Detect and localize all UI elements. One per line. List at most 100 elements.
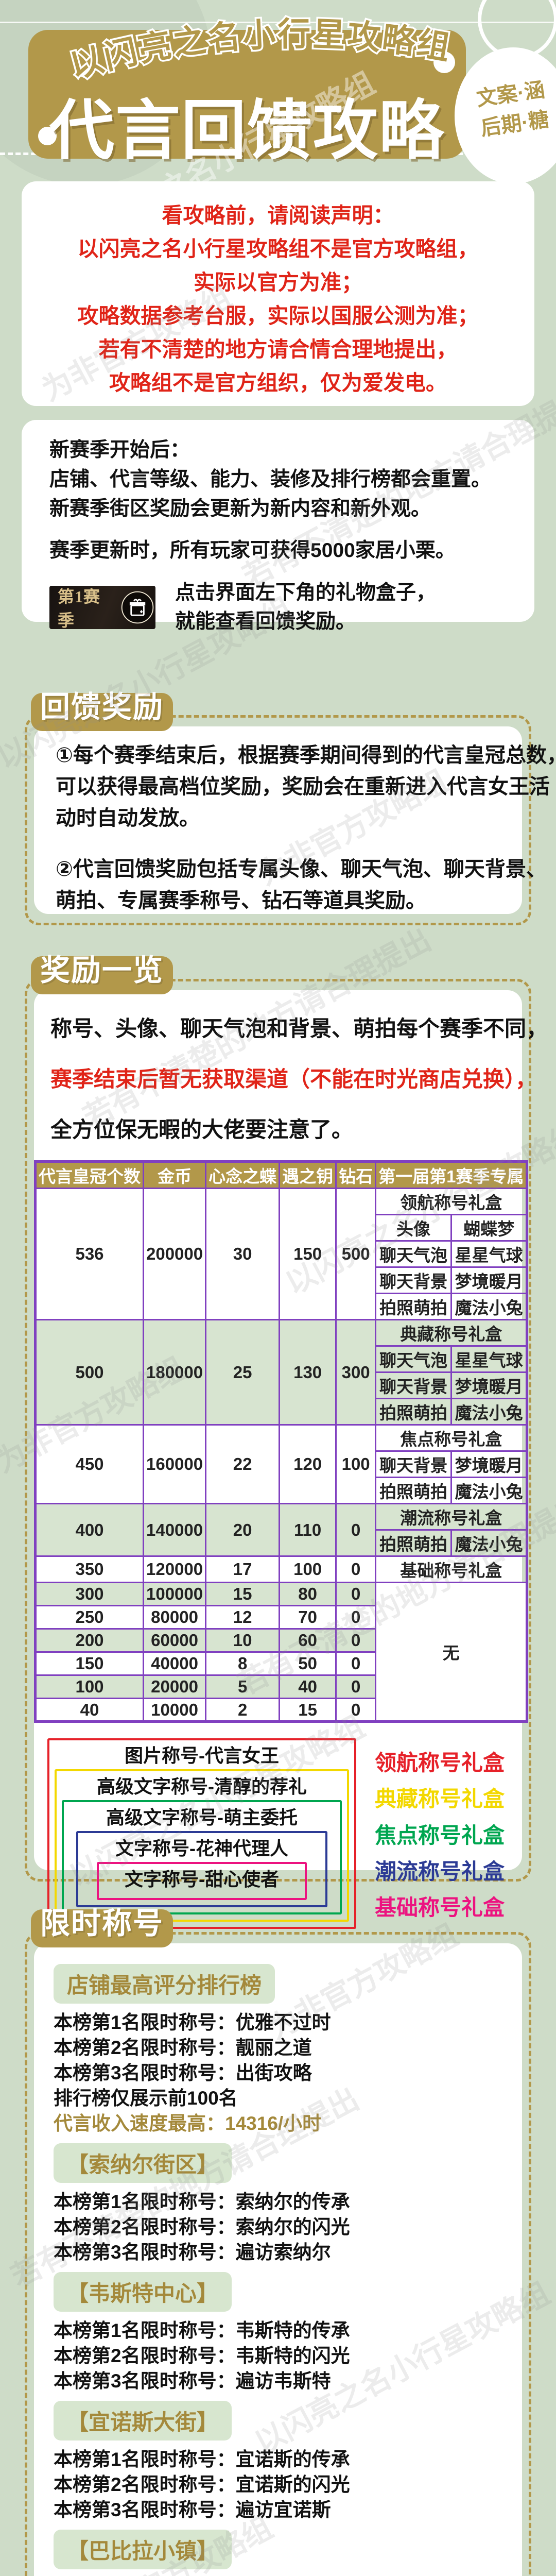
col-season-exclusive: 第一届第1赛季专属 (375, 1161, 528, 1189)
disclaimer-line: 看攻略前，请阅读声明： (162, 204, 394, 227)
season-line: 店铺、代言等级、能力、装修及排行榜都会重置。 (49, 468, 492, 490)
decor-hole-circle-right (433, 52, 455, 73)
section1-line: ①每个赛季结束后，根据赛季期间得到的代言皇冠总数， (56, 744, 556, 767)
legend-box-collection: 高级文字称号-清醇的荐礼 高级文字称号-萌主委托 文字称号-花神代理人 文字称号… (55, 1769, 349, 1922)
disclaimer-line: 攻略组不是官方组织，仅为爱发电。 (109, 371, 447, 395)
legend-name: 典藏称号礼盒 (375, 1787, 505, 1811)
gift-caption-line: 点击界面左下角的礼物盒子， (175, 582, 437, 604)
disclaimer-line: 攻略数据参考台服，实际以国服公测为准； (77, 304, 479, 328)
season-line: 新赛季开始后： (49, 439, 190, 461)
page-title: 代言回馈攻略 (49, 94, 445, 167)
table-row: 450 160000 22 120 100 焦点称号礼盒 (34, 1424, 528, 1504)
credits-ellipse: 文案·涵 后期·糖 (455, 47, 556, 184)
legend-name: 领航称号礼盒 (375, 1751, 505, 1775)
gift-box-row: 第1赛季 点击界面左下角的礼物盒子， 就能查看回馈奖励。 (49, 579, 534, 636)
title-line: 本榜第2名限时称号：索纳尔的闪光 (54, 2216, 350, 2238)
table-row: 300 100000 15 80 0 无 (34, 1582, 528, 1722)
gift-icon (121, 591, 154, 624)
col-crowns: 代言皇冠个数 (34, 1161, 144, 1189)
title-line: 本榜第3名限时称号：遍访宜诺斯 (54, 2499, 331, 2520)
legend-name: 焦点称号礼盒 (375, 1823, 505, 1848)
rewards-intro-line: 称号、头像、聊天气泡和背景、萌拍每个赛季不同， (50, 1016, 548, 1041)
title-line: 本榜第1名限时称号：优雅不过时 (54, 2012, 331, 2033)
disclaimer-card: 看攻略前，请阅读声明： 以闪亮之名小行星攻略组不是官方攻略组， 实际以官方为准；… (22, 181, 534, 406)
table-row: 350 120000 17 100 0 基础称号礼盒 (34, 1555, 528, 1583)
title-line: 本榜第3名限时称号：遍访韦斯特 (54, 2370, 331, 2392)
ranking-chip-enos: 【宜诺斯大街】 (54, 2401, 232, 2441)
rewards-intro-warning: 赛季结束后暂无获取渠道（不能在时光商店兑换）， (50, 1067, 537, 1091)
header-gold-panel (28, 30, 466, 159)
section-badge-limited-titles: 限时称号 (31, 1907, 173, 1947)
rewards-table: 代言皇冠个数 金币 心念之蝶 遇之钥 钻石 第一届第1赛季专属 536 2000… (34, 1160, 529, 1723)
table-header-row: 代言皇冠个数 金币 心念之蝶 遇之钥 钻石 第一届第1赛季专属 (34, 1161, 528, 1189)
col-key: 遇之钥 (279, 1161, 337, 1189)
col-diamond: 钻石 (335, 1161, 377, 1189)
section1-line: 动时自动发放。 (56, 807, 200, 829)
season-info-card: 新赛季开始后： 店铺、代言等级、能力、装修及排行榜都会重置。 新赛季街区奖励会更… (22, 420, 534, 633)
title-line: 本榜第2名限时称号：韦斯特的闪光 (54, 2345, 350, 2366)
legend-name: 基础称号礼盒 (375, 1895, 505, 1920)
section-badge-label: 限时称号 (40, 1907, 164, 1940)
table-row: 100 20000 5 40 0 (34, 1674, 527, 1699)
svg-text:以闪亮之名小行星攻略组: 以闪亮之名小行星攻略组 (66, 15, 454, 85)
legend-box-names: 领航称号礼盒 典藏称号礼盒 焦点称号礼盒 潮流称号礼盒 基础称号礼盒 (356, 1738, 509, 1929)
title-line: 本榜第1名限时称号：韦斯特的传承 (54, 2320, 350, 2341)
col-butterfly: 心念之蝶 (205, 1161, 281, 1189)
ranking-chip-west: 【韦斯特中心】 (54, 2272, 232, 2312)
section2-dashed-box (25, 979, 531, 1882)
section-badge-label: 回馈奖励 (40, 690, 164, 724)
title-line: 排行榜仅展示前100名 (54, 2088, 238, 2109)
section3-dashed-box (25, 1932, 531, 2576)
disclaimer-line: 实际以官方为准； (194, 270, 362, 294)
decor-top-line (0, 22, 556, 23)
table-row: 250 80000 12 70 0 (34, 1605, 527, 1630)
income-speed-line: 代言收入速度最高：14316/小时 (54, 2113, 322, 2134)
ranking-chip-shop-score: 店铺最高评分排行榜 (54, 1964, 275, 2004)
disclaimer-line: 若有不清楚的地方请合情合理地提出， (98, 337, 458, 361)
giftbox-legend: 图片称号-代言女王 高级文字称号-清醇的荐礼 高级文字称号-萌主委托 文字称号-… (47, 1738, 509, 1929)
disclaimer-line: 以闪亮之名小行星攻略组不是官方攻略组， (77, 237, 479, 261)
title-line: 本榜第1名限时称号：宜诺斯的传承 (54, 2449, 350, 2470)
season-line: 新赛季街区奖励会更新为新内容和新外观。 (49, 498, 431, 520)
season1-giftbox-screenshot: 第1赛季 (49, 586, 155, 630)
section-badge-label: 奖励一览 (40, 954, 164, 987)
section1-line: 可以获得最高档位奖励，奖励会在重新进入代言女王活 (56, 775, 550, 798)
table-row: 400 140000 20 110 0 潮流称号礼盒 (34, 1503, 528, 1557)
section1-line: 萌拍、专属赛季称号、钻石等道具奖励。 (56, 889, 426, 912)
gift-caption-line: 就能查看回馈奖励。 (175, 611, 356, 633)
title-line: 本榜第2名限时称号：宜诺斯的闪光 (54, 2474, 350, 2495)
section-badge-rewards-list: 奖励一览 (31, 954, 173, 994)
col-gold: 金币 (142, 1161, 207, 1189)
season1-label: 第1赛季 (58, 587, 101, 630)
legend-name: 潮流称号礼盒 (375, 1859, 505, 1884)
team-arc-title: 以闪亮之名小行星攻略组 (64, 14, 455, 87)
legend-nested-boxes: 图片称号-代言女王 高级文字称号-清醇的荐礼 高级文字称号-萌主委托 文字称号-… (47, 1738, 356, 1929)
legend-box-basic: 文字称号-甜心使者 (97, 1862, 307, 1900)
section1-card: ①每个赛季结束后，根据赛季期间得到的代言皇冠总数， 可以获得最高档位奖励，奖励会… (34, 726, 556, 914)
decor-hole-circle-left (38, 127, 57, 145)
rewards-intro: 称号、头像、聊天气泡和背景、萌拍每个赛季不同， 赛季结束后暂无获取渠道（不能在时… (34, 1004, 548, 1155)
ranking-chip-babila: 【巴比拉小镇】 (54, 2530, 232, 2569)
season-line: 赛季更新时，所有玩家可获得5000家居小栗。 (49, 539, 456, 562)
table-row: 150 40000 8 50 0 (34, 1651, 527, 1676)
section-badge-feedback-rewards: 回馈奖励 (31, 690, 173, 731)
title-line: 本榜第3名限时称号：遍访索纳尔 (54, 2242, 331, 2263)
title-line: 本榜第1名限时称号：索纳尔的传承 (54, 2191, 350, 2212)
none-rewards-cell: 无 (375, 1582, 528, 1722)
table-row: 500 180000 25 130 300 典藏称号礼盒 (34, 1319, 528, 1426)
legend-box-navigator: 图片称号-代言女王 高级文字称号-清醇的荐礼 高级文字称号-萌主委托 文字称号-… (47, 1738, 356, 1929)
table-row: 200 60000 10 60 0 (34, 1628, 527, 1653)
gift-caption: 点击界面左下角的礼物盒子， 就能查看回馈奖励。 (175, 579, 436, 636)
rewards-intro-line: 全方位保无暇的大佬要注意了。 (50, 1117, 354, 1142)
section1-dashed-box (25, 715, 531, 925)
section1-line: ②代言回馈奖励包括专属头像、聊天气泡、聊天背景、 (56, 858, 547, 880)
title-line: 本榜第2名限时称号：靓丽之道 (54, 2037, 312, 2058)
table-row: 536 200000 30 150 500 领航称号礼盒 (34, 1188, 528, 1320)
ranking-chip-sonar: 【索纳尔街区】 (54, 2143, 232, 2183)
table-row: 40 10000 2 15 0 (34, 1698, 527, 1722)
title-line: 本榜第3名限时称号：出街攻略 (54, 2062, 312, 2083)
section3-card: 店铺最高评分排行榜 本榜第1名限时称号：优雅不过时 本榜第2名限时称号：靓丽之道… (34, 1943, 522, 2576)
legend-box-trend: 文字称号-花神代理人 文字称号-甜心使者 (76, 1831, 327, 1907)
section2-card: 称号、头像、聊天气泡和背景、萌拍每个赛季不同， 赛季结束后暂无获取渠道（不能在时… (34, 990, 548, 1973)
